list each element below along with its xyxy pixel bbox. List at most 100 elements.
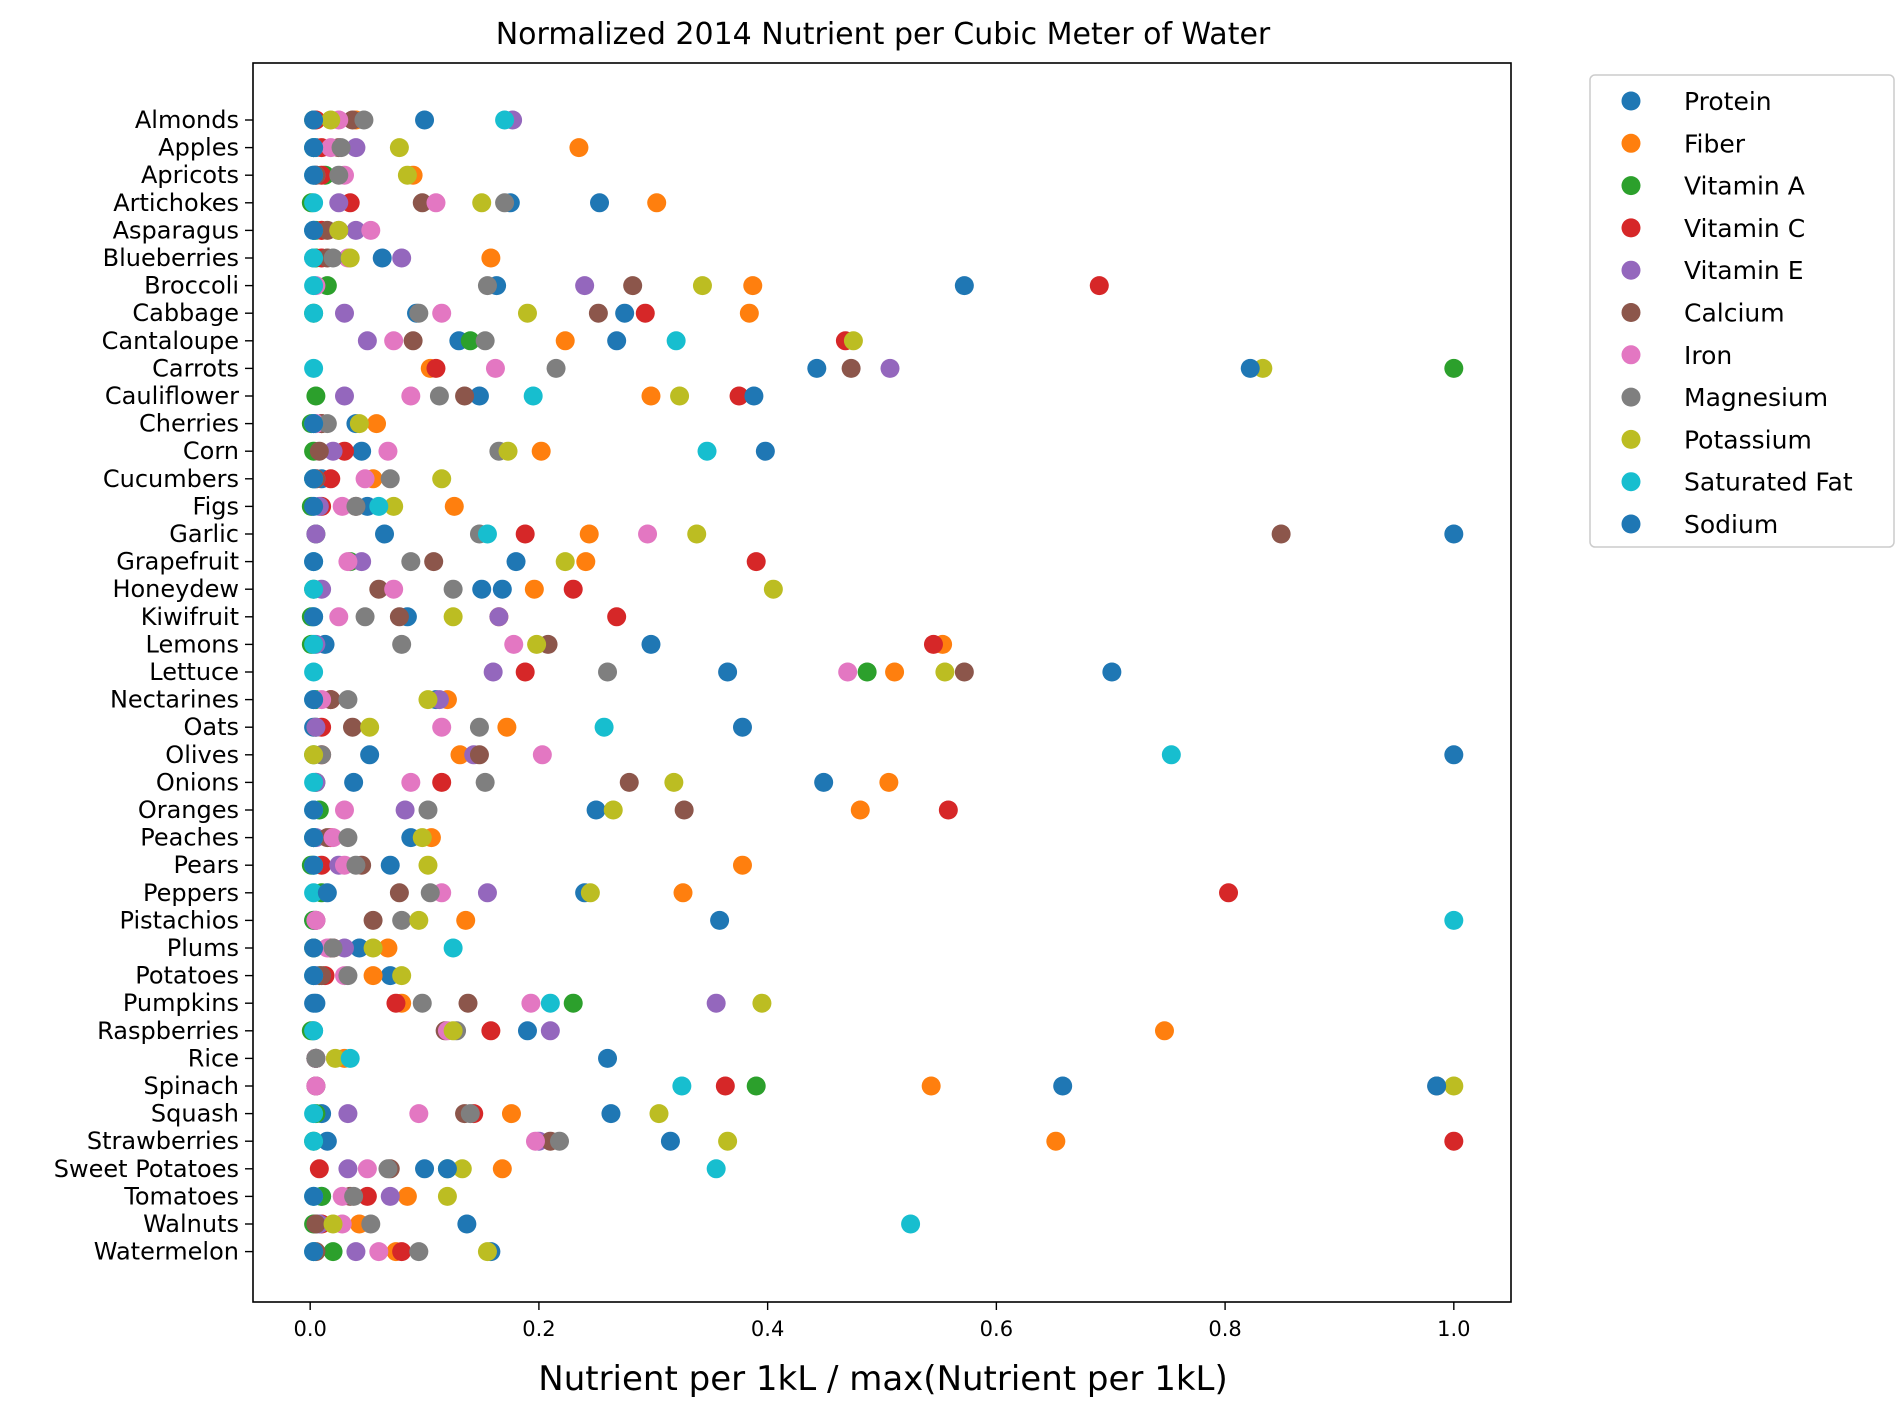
data-point [515,524,535,544]
y-tick-label: Sweet Potatoes [54,1155,239,1183]
x-tick-label: 0.0 [293,1317,326,1341]
data-point [641,386,661,406]
x-axis: 0.0 0.2 0.4 0.6 0.8 1.0 [293,1302,1471,1341]
data-point [517,1021,537,1041]
data-point [807,358,827,378]
legend-label: Calcium [1684,299,1785,328]
data-point [304,193,324,213]
data-point [304,579,324,599]
legend-label: Sodium [1684,510,1778,539]
data-point [938,800,958,820]
legend-marker [1621,133,1641,153]
data-point [378,938,398,958]
data-point [367,414,387,434]
data-point [304,276,324,296]
data-point [458,993,478,1013]
data-point [472,193,492,213]
y-tick-label: Watermelon [94,1238,239,1266]
data-point [901,1214,921,1234]
y-tick-label: Cauliflower [105,382,239,410]
data-point [1427,1076,1447,1096]
data-point [1046,1131,1066,1151]
data-point [444,496,464,516]
data-point [401,552,421,572]
data-point [304,414,324,434]
data-point [527,634,547,654]
data-point [492,1159,512,1179]
data-point [1444,524,1464,544]
legend: Protein Fiber Vitamin A Vitamin C Vitamin E C… [1589,74,1895,548]
legend-marker [1621,429,1641,449]
y-tick-label: Honeydew [112,575,239,603]
data-point [357,1186,377,1206]
data-point [355,607,375,627]
y-tick-label: Pumpkins [123,989,239,1017]
data-point [475,772,495,792]
data-point [389,883,409,903]
data-point [647,193,667,213]
data-point [575,276,595,296]
data-point [412,193,432,213]
data-point [746,1076,766,1096]
data-point [309,1159,329,1179]
data-point [563,579,583,599]
data-point [304,303,324,323]
legend-marker [1621,303,1641,322]
data-point [477,276,497,296]
y-axis: AlmondsApplesApricotsArtichokesAsparagus… [54,106,253,1266]
legend-label: Potassium [1684,425,1812,454]
data-point [879,772,899,792]
data-point [321,469,341,489]
data-point [432,717,452,737]
y-tick-label: Plums [167,934,239,962]
data-point [380,855,400,875]
data-point [841,358,861,378]
legend-marker [1621,345,1641,365]
data-point [623,276,643,296]
y-tick-label: Corn [183,437,239,465]
data-point [540,1021,560,1041]
data-point [357,1159,377,1179]
data-point [401,772,421,792]
data-point [392,248,412,268]
data-point [418,800,438,820]
y-tick-label: Oats [183,713,239,741]
data-point [477,883,497,903]
data-point [346,220,366,240]
data-point [660,1131,680,1151]
data-point [344,1186,364,1206]
y-tick-label: Squash [151,1100,239,1128]
y-tick-label: Rice [188,1044,239,1072]
data-point [885,662,905,682]
data-point [460,1104,480,1124]
data-point [397,1186,417,1206]
data-point [418,690,438,710]
data-point [1053,1076,1073,1096]
data-point [497,717,517,737]
data-point [304,662,324,682]
data-point [615,303,635,323]
data-point [309,441,329,461]
data-point [321,110,341,130]
data-point [386,993,406,1013]
data-point [304,1131,324,1151]
data-point [814,772,834,792]
data-point [412,828,432,848]
legend-entry: Vitamin C [1621,214,1805,243]
data-point [504,634,524,654]
data-point [392,910,412,930]
data-point [1161,745,1181,765]
data-point [384,331,404,351]
data-point [432,772,452,792]
data-point [409,1104,429,1124]
data-point [598,1048,618,1068]
data-point [426,193,446,213]
y-tick-label: Tomatoes [123,1182,239,1210]
data-point [329,193,349,213]
y-tick-label: Nectarines [110,686,239,714]
data-point [729,386,749,406]
data-point [744,386,764,406]
data-point [601,1104,621,1124]
y-tick-label: Pistachios [120,906,240,934]
data-point [443,938,463,958]
